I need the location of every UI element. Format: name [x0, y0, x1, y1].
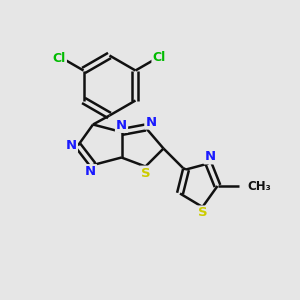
Text: N: N [85, 165, 96, 178]
Text: S: S [141, 167, 150, 180]
Text: S: S [198, 206, 207, 220]
Text: N: N [204, 150, 216, 164]
Text: Cl: Cl [152, 51, 166, 64]
Text: CH₃: CH₃ [247, 179, 271, 193]
Text: Cl: Cl [53, 52, 66, 65]
Text: N: N [66, 139, 77, 152]
Text: N: N [116, 119, 127, 132]
Text: N: N [145, 116, 157, 129]
